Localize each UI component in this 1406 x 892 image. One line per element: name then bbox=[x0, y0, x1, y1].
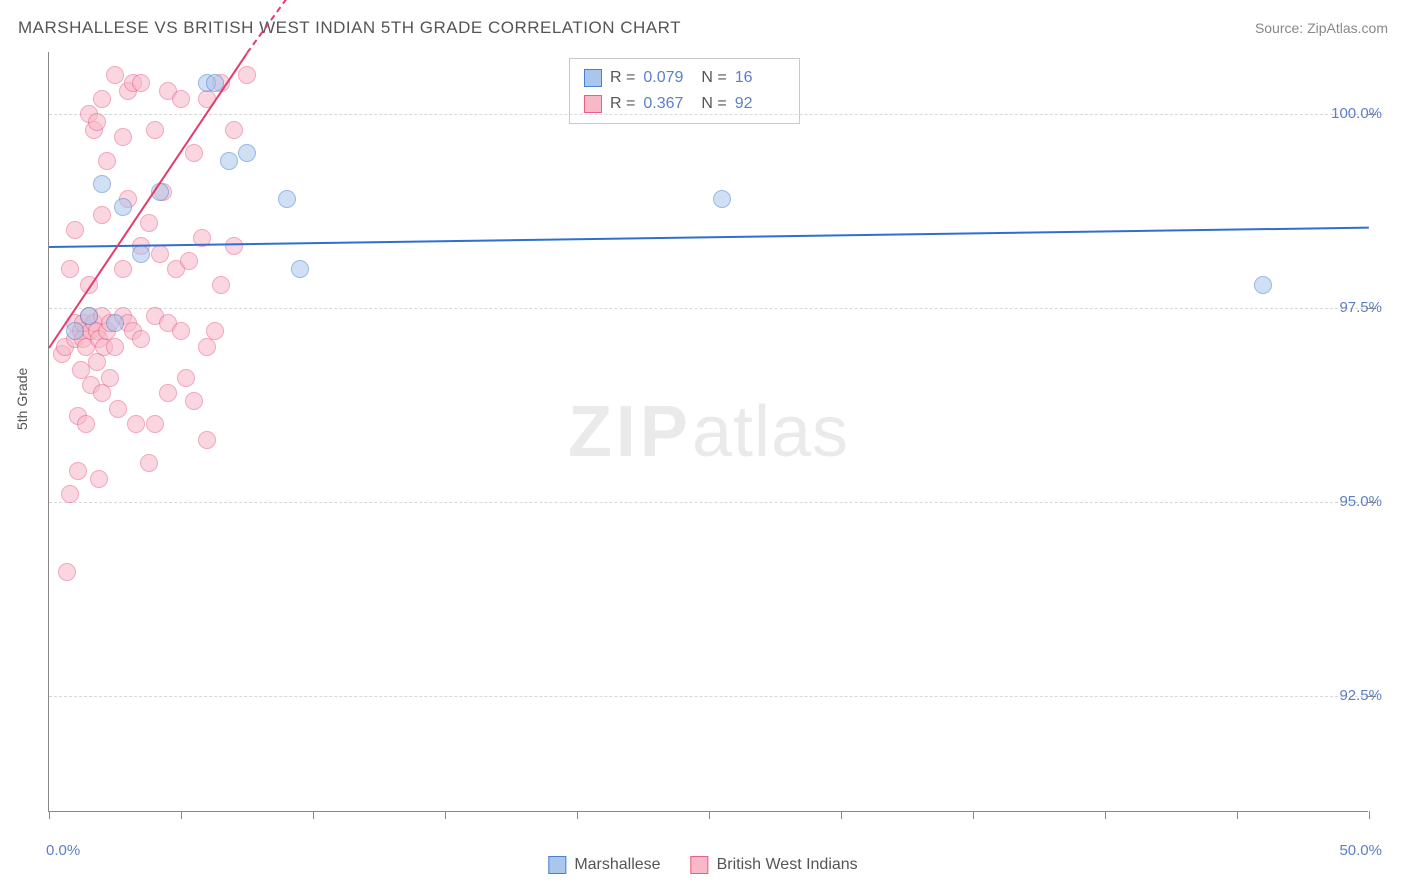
point-blue bbox=[106, 314, 124, 332]
point-pink bbox=[177, 369, 195, 387]
swatch-pink-icon bbox=[691, 856, 709, 874]
point-pink bbox=[198, 90, 216, 108]
point-pink bbox=[90, 470, 108, 488]
point-pink bbox=[225, 237, 243, 255]
point-blue bbox=[278, 190, 296, 208]
point-pink bbox=[146, 415, 164, 433]
x-max-label: 50.0% bbox=[1339, 842, 1382, 859]
point-pink bbox=[180, 252, 198, 270]
point-pink bbox=[132, 330, 150, 348]
point-pink bbox=[101, 369, 119, 387]
point-pink bbox=[77, 415, 95, 433]
stats-row-blue: R =0.079 N =16 bbox=[584, 65, 785, 91]
point-pink bbox=[140, 214, 158, 232]
x-tick bbox=[1369, 811, 1370, 819]
x-tick bbox=[445, 811, 446, 819]
point-pink bbox=[172, 322, 190, 340]
y-tick-label: 97.5% bbox=[1339, 299, 1382, 316]
point-pink bbox=[140, 454, 158, 472]
legend-item-pink: British West Indians bbox=[691, 856, 858, 874]
point-pink bbox=[127, 415, 145, 433]
point-pink bbox=[151, 245, 169, 263]
point-blue bbox=[132, 245, 150, 263]
point-pink bbox=[93, 90, 111, 108]
point-blue bbox=[1254, 276, 1272, 294]
point-pink bbox=[132, 74, 150, 92]
gridline bbox=[49, 502, 1368, 503]
point-pink bbox=[109, 400, 127, 418]
point-pink bbox=[114, 260, 132, 278]
x-tick bbox=[577, 811, 578, 819]
point-pink bbox=[69, 462, 87, 480]
gridline bbox=[49, 696, 1368, 697]
x-tick bbox=[973, 811, 974, 819]
gridline bbox=[49, 308, 1368, 309]
x-tick bbox=[841, 811, 842, 819]
x-tick bbox=[1237, 811, 1238, 819]
chart-title: MARSHALLESE VS BRITISH WEST INDIAN 5TH G… bbox=[18, 18, 681, 38]
point-pink bbox=[159, 384, 177, 402]
point-blue bbox=[238, 144, 256, 162]
point-pink bbox=[206, 322, 224, 340]
point-pink bbox=[114, 128, 132, 146]
point-pink bbox=[185, 144, 203, 162]
watermark: ZIPatlas bbox=[568, 391, 849, 473]
point-pink bbox=[93, 384, 111, 402]
y-tick-label: 95.0% bbox=[1339, 493, 1382, 510]
y-tick-label: 92.5% bbox=[1339, 687, 1382, 704]
point-pink bbox=[58, 563, 76, 581]
gridline bbox=[49, 114, 1368, 115]
x-tick bbox=[1105, 811, 1106, 819]
point-pink bbox=[61, 485, 79, 503]
point-pink bbox=[172, 90, 190, 108]
point-pink bbox=[198, 431, 216, 449]
point-pink bbox=[238, 66, 256, 84]
swatch-blue-icon bbox=[584, 69, 602, 87]
y-axis-label: 5th Grade bbox=[14, 368, 30, 430]
point-pink bbox=[185, 392, 203, 410]
point-blue bbox=[66, 322, 84, 340]
trendline-pink bbox=[48, 52, 248, 348]
point-pink bbox=[212, 276, 230, 294]
x-tick bbox=[313, 811, 314, 819]
point-blue bbox=[80, 307, 98, 325]
source-label: Source: ZipAtlas.com bbox=[1255, 20, 1388, 36]
swatch-pink-icon bbox=[584, 95, 602, 113]
point-blue bbox=[291, 260, 309, 278]
trendline-blue bbox=[49, 226, 1369, 247]
point-blue bbox=[93, 175, 111, 193]
point-pink bbox=[61, 260, 79, 278]
plot-area: ZIPatlas R =0.079 N =16 R =0.367 N =92 bbox=[48, 52, 1368, 812]
point-pink bbox=[88, 113, 106, 131]
x-tick bbox=[181, 811, 182, 819]
point-pink bbox=[106, 66, 124, 84]
point-blue bbox=[220, 152, 238, 170]
legend-item-blue: Marshallese bbox=[548, 856, 660, 874]
point-pink bbox=[93, 206, 111, 224]
point-pink bbox=[146, 121, 164, 139]
swatch-blue-icon bbox=[548, 856, 566, 874]
point-blue bbox=[713, 190, 731, 208]
point-pink bbox=[88, 353, 106, 371]
y-tick-label: 100.0% bbox=[1331, 105, 1382, 122]
bottom-legend: Marshallese British West Indians bbox=[548, 856, 857, 874]
point-pink bbox=[225, 121, 243, 139]
x-tick bbox=[49, 811, 50, 819]
point-pink bbox=[198, 338, 216, 356]
x-min-label: 0.0% bbox=[46, 842, 80, 859]
point-pink bbox=[106, 338, 124, 356]
x-tick bbox=[709, 811, 710, 819]
point-pink bbox=[98, 152, 116, 170]
point-blue bbox=[114, 198, 132, 216]
point-pink bbox=[66, 221, 84, 239]
